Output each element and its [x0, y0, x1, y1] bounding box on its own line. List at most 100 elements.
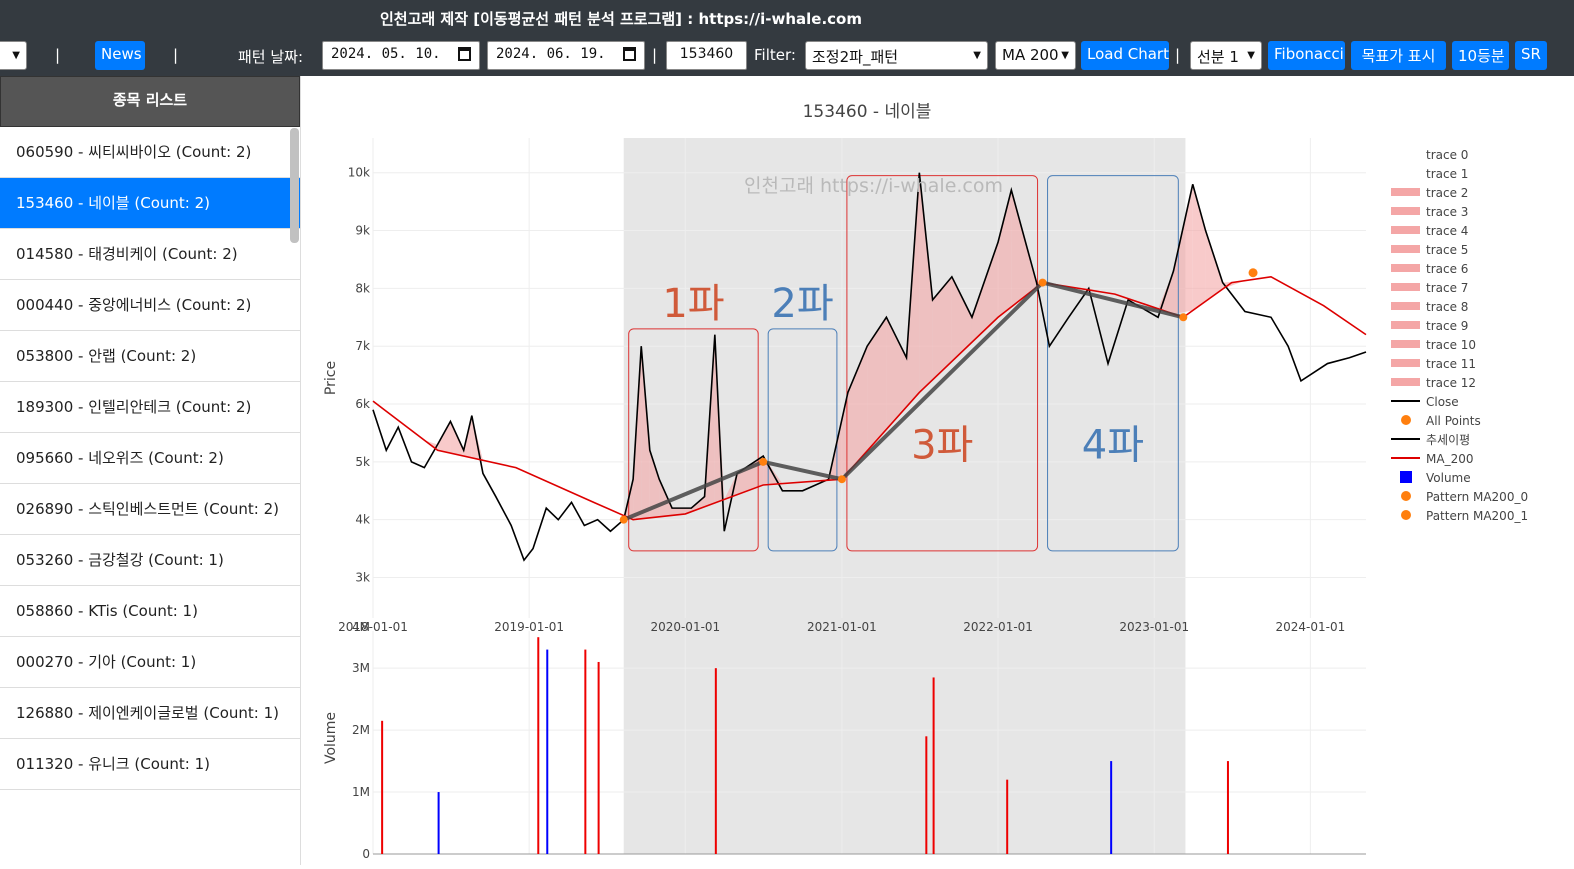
filter-label: Filter: — [754, 46, 796, 64]
trend-point — [619, 515, 628, 524]
stock-list-item[interactable]: 095660 - 네오위즈 (Count: 2) — [0, 433, 300, 484]
legend-swatch — [1391, 207, 1420, 215]
ma-select[interactable]: MA 200 ▼ — [995, 41, 1076, 70]
volume-bar — [1006, 779, 1009, 854]
y2-tick-label: 3M — [352, 661, 370, 675]
ma-band — [1011, 190, 1037, 307]
chevron-down-icon: ▼ — [1061, 50, 1069, 61]
y2-axis-label: Volume — [323, 712, 339, 764]
y-tick-label: 6k — [355, 397, 370, 411]
x-tick-label: 2020-01-01 — [650, 620, 720, 634]
wave-label: 4파 — [1082, 422, 1144, 468]
target-price-button[interactable]: 목표가 표시 — [1351, 41, 1446, 70]
y-tick-label: 9k — [355, 224, 370, 238]
toolbar: ▼ | News | 패턴 날짜: 2024. 05. 10. 2024. 06… — [0, 36, 1574, 97]
start-date-input[interactable]: 2024. 05. 10. — [322, 41, 480, 70]
x-tick-label: 2021-01-01 — [807, 620, 877, 634]
chart-area: 2018-01-01 2019-01-01 2020-01-01 2021-01-01… — [301, 76, 1574, 865]
ma-band — [649, 450, 660, 518]
legend-entry: trace 6 — [1426, 262, 1468, 276]
x-tick-label: 2024-01-01 — [1276, 620, 1346, 634]
sr-button[interactable]: SR — [1515, 41, 1547, 70]
stock-list-item[interactable]: 011320 - 유니크 (Count: 1) — [0, 739, 300, 790]
volume-bar — [584, 649, 587, 854]
y-tick-label: 8k — [355, 281, 370, 295]
ma-band — [847, 346, 868, 473]
end-date-input[interactable]: 2024. 06. 19. — [487, 41, 645, 70]
chevron-down-icon: ▼ — [12, 50, 20, 61]
volume-bar — [597, 661, 600, 854]
stock-list-item[interactable]: 026890 - 스틱인베스트먼트 (Count: 2) — [0, 484, 300, 535]
legend-swatch — [1391, 359, 1420, 367]
app-title: 인천고래 제작 [이동평균선 패턴 분석 프로그램] : https://i-w… — [380, 10, 862, 28]
filter-value: 조정2파_패턴 — [812, 48, 899, 66]
y-tick-label: 4k — [355, 513, 370, 527]
wave-label: 1파 — [662, 281, 724, 327]
legend-entry: Close — [1426, 395, 1459, 409]
stock-list-item[interactable]: 060590 - 씨티씨바이오 (Count: 2) — [0, 127, 300, 178]
line-value: 선분 1 — [1197, 48, 1239, 66]
legend-entry: Volume — [1426, 471, 1471, 485]
news-button[interactable]: News — [95, 41, 145, 70]
stock-list-item[interactable]: 058860 - KTis (Count: 1) — [0, 586, 300, 637]
ma-band — [1192, 184, 1206, 311]
code-input[interactable]: 153460 — [666, 41, 747, 70]
stock-list-item[interactable]: 189300 - 인텔리안테크 (Count: 2) — [0, 382, 300, 433]
stock-list-item[interactable]: 000440 - 중앙에너비스 (Count: 2) — [0, 280, 300, 331]
calendar-icon[interactable] — [458, 47, 471, 61]
sidebar-scrollbar[interactable] — [290, 128, 299, 243]
legend-entry: trace 7 — [1426, 281, 1468, 295]
chevron-down-icon: ▼ — [1247, 50, 1255, 61]
y2-tick-label: 0 — [362, 847, 370, 861]
x-tick-label: 2022-01-01 — [963, 620, 1033, 634]
y2-tick-label: 4M — [352, 620, 370, 634]
calendar-icon[interactable] — [623, 47, 636, 61]
separator: | — [173, 46, 179, 64]
legend-swatch — [1391, 226, 1420, 234]
stock-list-item[interactable]: 053260 - 금강철강 (Count: 1) — [0, 535, 300, 586]
trend-point — [1038, 278, 1047, 287]
stock-list-item[interactable]: 014580 - 태경비케이 (Count: 2) — [0, 229, 300, 280]
legend-entry: trace 1 — [1426, 167, 1468, 181]
chart-title: 153460 - 네이블 — [803, 102, 932, 122]
legend-swatch — [1391, 378, 1420, 386]
legend-swatch — [1400, 471, 1412, 483]
load-chart-button[interactable]: Load Chart — [1081, 41, 1169, 70]
legend-entry: MA_200 — [1426, 452, 1473, 466]
stock-list-item[interactable]: 126880 - 제이엔케이글로벌 (Count: 1) — [0, 688, 300, 739]
legend-entry: trace 8 — [1426, 300, 1468, 314]
legend-entry: trace 5 — [1426, 243, 1468, 257]
legend-swatch — [1401, 415, 1411, 425]
legend-entry: trace 10 — [1426, 338, 1476, 352]
volume-bar — [537, 637, 540, 854]
y-axis-label: Price — [323, 361, 339, 395]
legend-swatch — [1391, 283, 1420, 291]
legend-swatch — [1391, 188, 1420, 196]
ma-band — [1205, 230, 1223, 302]
legend-entry: 추세이평 — [1426, 433, 1470, 447]
legend-entry: trace 3 — [1426, 205, 1468, 219]
volume-bar — [714, 668, 717, 854]
legend-entry: Pattern MA200_1 — [1426, 509, 1528, 523]
wave-box — [1047, 175, 1179, 552]
filter-select[interactable]: 조정2파_패턴 ▼ — [805, 41, 988, 70]
ma-band — [641, 346, 650, 519]
stock-list-item[interactable]: 053800 - 안랩 (Count: 2) — [0, 331, 300, 382]
ten-division-button[interactable]: 10등분 — [1452, 41, 1509, 70]
stock-list-title: 종목 리스트 — [0, 76, 300, 127]
legend-entry: trace 12 — [1426, 376, 1476, 390]
y2-tick-label: 1M — [352, 785, 370, 799]
fibonacci-button[interactable]: Fibonacci — [1268, 41, 1345, 70]
stock-select[interactable]: ▼ — [0, 41, 27, 70]
start-date-value: 2024. 05. 10. — [331, 46, 441, 62]
stock-list-item[interactable]: 000270 - 기아 (Count: 1) — [0, 637, 300, 688]
ma200-line — [372, 275, 1367, 521]
y-tick-label: 10k — [348, 166, 370, 180]
legend-entry: trace 2 — [1426, 186, 1468, 200]
stock-list-item[interactable]: 153460 - 네이블 (Count: 2) — [0, 178, 300, 229]
ma-band — [437, 421, 451, 454]
wave-label: 3파 — [911, 422, 973, 468]
wave-label: 2파 — [771, 281, 833, 327]
line-select[interactable]: 선분 1 ▼ — [1190, 41, 1262, 70]
close-line — [372, 172, 1367, 562]
